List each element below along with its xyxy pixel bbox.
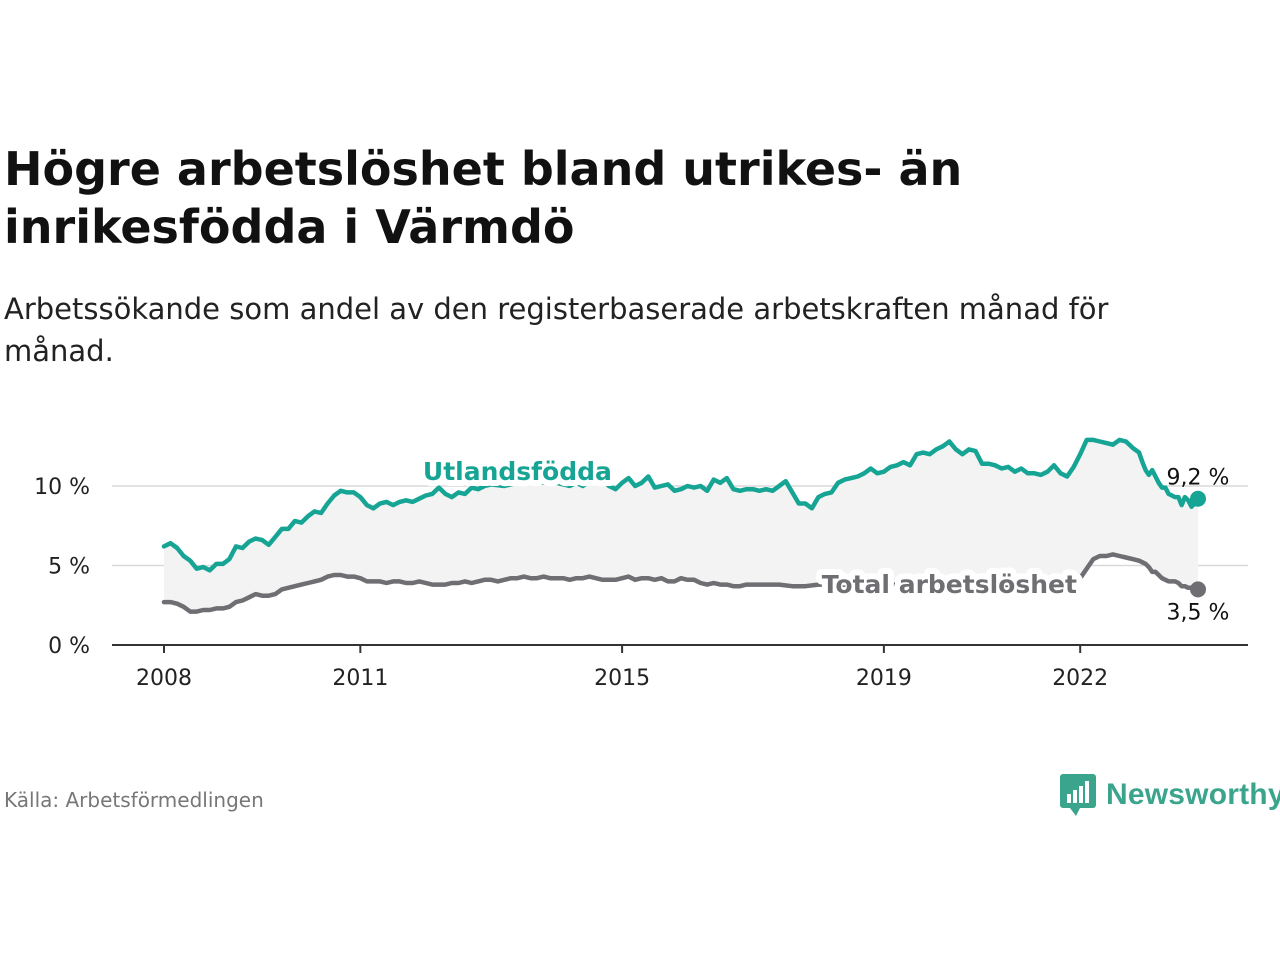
y-tick-label: 5 % [48,555,90,580]
x-tick-label: 2011 [332,666,388,691]
source-note: Källa: Arbetsförmedlingen [4,788,264,812]
x-tick-label: 2008 [136,666,192,691]
series-label-utlandsfodda-halo: Utlandsfödda [423,457,612,486]
x-tick-label: 2015 [594,666,650,691]
series-line-utlandsfodda [161,437,1201,573]
x-tick-label: 2022 [1052,666,1108,691]
series-label-total: Total arbetslöshet [822,570,1077,599]
end-label-total: 3,5 % [1167,600,1230,625]
end-point-total [1190,581,1206,598]
newsworthy-logo-icon [1060,774,1096,816]
y-tick-label: 0 % [48,634,90,659]
brand-logo[interactable]: Newsworthy [1058,772,1280,818]
gap-band [164,439,1198,612]
end-label-utlandsfodda: 9,2 % [1167,466,1230,491]
series-line-total [161,552,1201,614]
x-tick-label: 2019 [856,666,912,691]
series-label-utlandsfodda: Utlandsfödda [423,457,612,486]
chart-subtitle: Arbetssökande som andel av den registerb… [4,292,1109,368]
end-point-utlandsfodda [1190,490,1206,507]
y-tick-label: 10 % [34,475,90,500]
series-label-total-halo: Total arbetslöshet [822,570,1077,599]
chart-title: Högre arbetslöshet bland utrikes- än inr… [4,142,963,254]
brand-name: Newsworthy [1106,778,1280,811]
